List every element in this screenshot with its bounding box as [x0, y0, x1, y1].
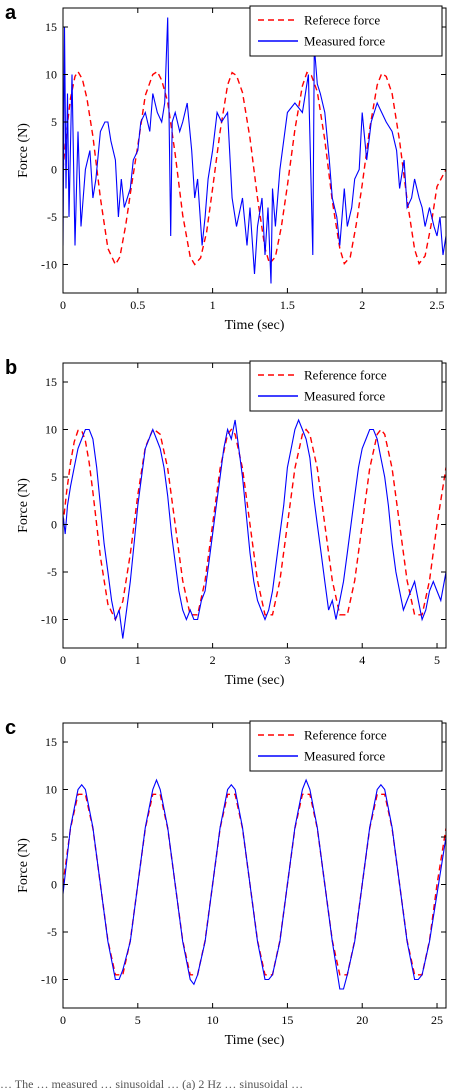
panel-letter: b: [5, 357, 17, 379]
reference-force-line: [63, 428, 446, 622]
y-tick-label: -5: [47, 565, 57, 579]
x-tick-label: 0: [60, 298, 66, 312]
measured-force-line: [63, 418, 446, 639]
y-tick-label: -5: [47, 925, 57, 939]
y-axis-label: Force (N): [16, 838, 31, 893]
chart-panel-c: 0 5 10 15 20 25 -10 -5 0 5 10 15 Time (sec) Force (N)…: [5, 717, 447, 1048]
y-tick-label: -5: [47, 210, 57, 224]
legend-box: [249, 720, 443, 772]
x-tick-label: 3: [284, 653, 290, 667]
x-tick-label: 0: [60, 1013, 66, 1027]
x-axis-label: Time (sec): [225, 318, 285, 333]
y-axis-label: Force (N): [16, 123, 31, 178]
y-tick-label: 10: [45, 68, 57, 82]
y-tick-label: 0: [51, 163, 57, 177]
legend: Reference force Measured force: [249, 360, 443, 412]
x-axis-label: Time (sec): [225, 673, 285, 688]
y-tick-label: 5: [51, 115, 57, 129]
chart-panel-a: 0 0.5 1 1.5 2 2.5 -10 -5 0 5 10 15 Time (sec) Force (…: [5, 2, 447, 333]
y-tick-label: -10: [41, 258, 57, 272]
y-tick-label: 15: [45, 375, 57, 389]
x-tick-label: 5: [434, 653, 440, 667]
figure-caption: … The … measured … sinusoidal … (a) 2 Hz…: [0, 1078, 304, 1090]
legend-box: [249, 5, 443, 57]
y-tick-label: 5: [51, 830, 57, 844]
x-tick-label: 1: [210, 298, 216, 312]
legend: Referece force Measured force: [249, 5, 443, 57]
y-tick-label: -10: [41, 613, 57, 627]
panel-letter: a: [5, 2, 17, 24]
x-tick-label: 2: [210, 653, 216, 667]
plot-area: [63, 17, 446, 284]
x-tick-label: 2.5: [430, 298, 445, 312]
x-tick-label: 10: [207, 1013, 219, 1027]
y-tick-label: 10: [45, 783, 57, 797]
x-tick-label: 0: [60, 653, 66, 667]
measured-force-line: [63, 17, 446, 284]
y-tick-label: 5: [51, 470, 57, 484]
y-tick-label: 15: [45, 735, 57, 749]
measured-force-line: [63, 778, 446, 990]
y-tick-label: -10: [41, 973, 57, 987]
x-tick-label: 4: [359, 653, 365, 667]
legend-entry: Referece force: [304, 13, 380, 28]
x-tick-label: 5: [135, 1013, 141, 1027]
plot-area: [63, 778, 446, 990]
x-tick-label: 1: [135, 653, 141, 667]
y-tick-label: 10: [45, 423, 57, 437]
reference-force-line: [63, 793, 446, 976]
x-tick-label: 15: [281, 1013, 293, 1027]
y-tick-label: 15: [45, 20, 57, 34]
x-tick-label: 25: [431, 1013, 443, 1027]
legend-entry: Measured force: [304, 389, 385, 404]
x-tick-label: 2: [359, 298, 365, 312]
legend-entry: Measured force: [304, 34, 385, 49]
legend-entry: Reference force: [304, 368, 387, 383]
legend-box: [249, 360, 443, 412]
x-axis-label: Time (sec): [225, 1033, 285, 1048]
y-tick-label: 0: [51, 878, 57, 892]
y-tick-label: 0: [51, 518, 57, 532]
reference-force-line: [63, 70, 446, 266]
x-tick-label: 1.5: [280, 298, 295, 312]
panel-letter: c: [5, 717, 16, 739]
y-axis-label: Force (N): [16, 478, 31, 533]
x-tick-label: 0.5: [130, 298, 145, 312]
legend-entry: Reference force: [304, 728, 387, 743]
chart-panel-b: 0 1 2 3 4 5 -10 -5 0 5 10 15 Time (sec) Force (N) b Ref…: [5, 357, 447, 688]
x-tick-label: 20: [356, 1013, 368, 1027]
legend: Reference force Measured force: [249, 720, 443, 772]
legend-entry: Measured force: [304, 749, 385, 764]
plot-area: [63, 418, 446, 639]
